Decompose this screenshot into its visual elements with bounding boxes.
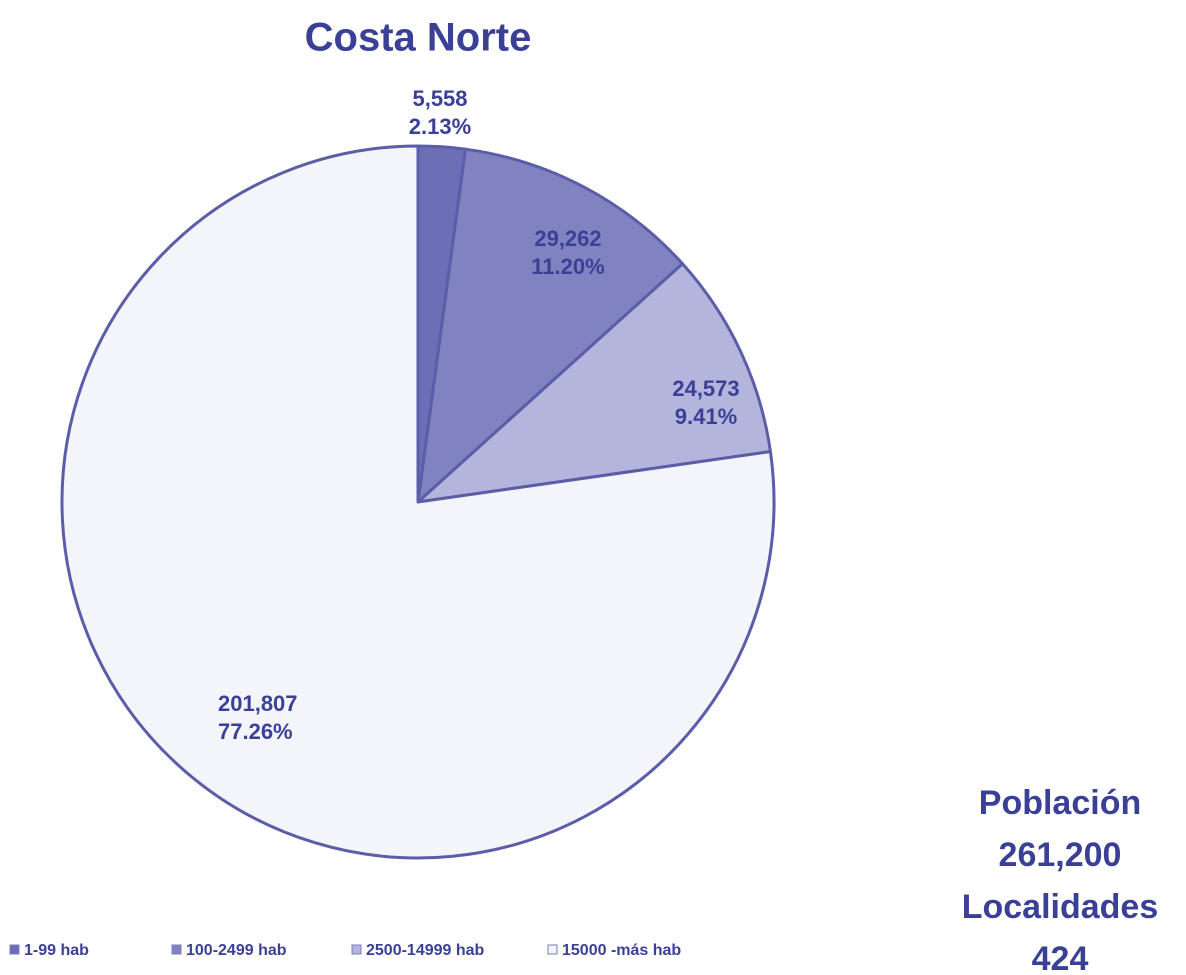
- pie-slice: [416, 147, 685, 504]
- data-label: 77.26%: [218, 719, 293, 744]
- data-label: 5,558: [412, 86, 467, 111]
- pie-slice: [416, 262, 772, 504]
- annotation: Población: [979, 784, 1141, 822]
- pie-slice: [60, 144, 776, 860]
- legend-label: 2500-14999 hab: [366, 942, 485, 959]
- data-label: 201,807: [218, 691, 298, 716]
- legend-label: 100-2499 hab: [186, 942, 287, 959]
- chart-title: Costa Norte: [305, 16, 532, 60]
- legend-swatch: [171, 944, 182, 955]
- data-label: 9.41%: [675, 404, 737, 429]
- annotation: Localidades: [962, 888, 1159, 926]
- annotation: 261,200: [999, 836, 1122, 874]
- data-label: 29,262: [534, 226, 601, 251]
- data-label: 2.13%: [409, 114, 471, 139]
- data-label: 11.20%: [531, 254, 604, 279]
- data-label: 24,573: [672, 376, 739, 401]
- legend-label: 1-99 hab: [24, 942, 89, 959]
- annotation: 424: [1032, 940, 1089, 975]
- legend-swatch: [9, 944, 20, 955]
- legend-label: 15000 -más hab: [562, 942, 681, 959]
- legend-swatch: [351, 944, 362, 955]
- legend-swatch: [547, 944, 558, 955]
